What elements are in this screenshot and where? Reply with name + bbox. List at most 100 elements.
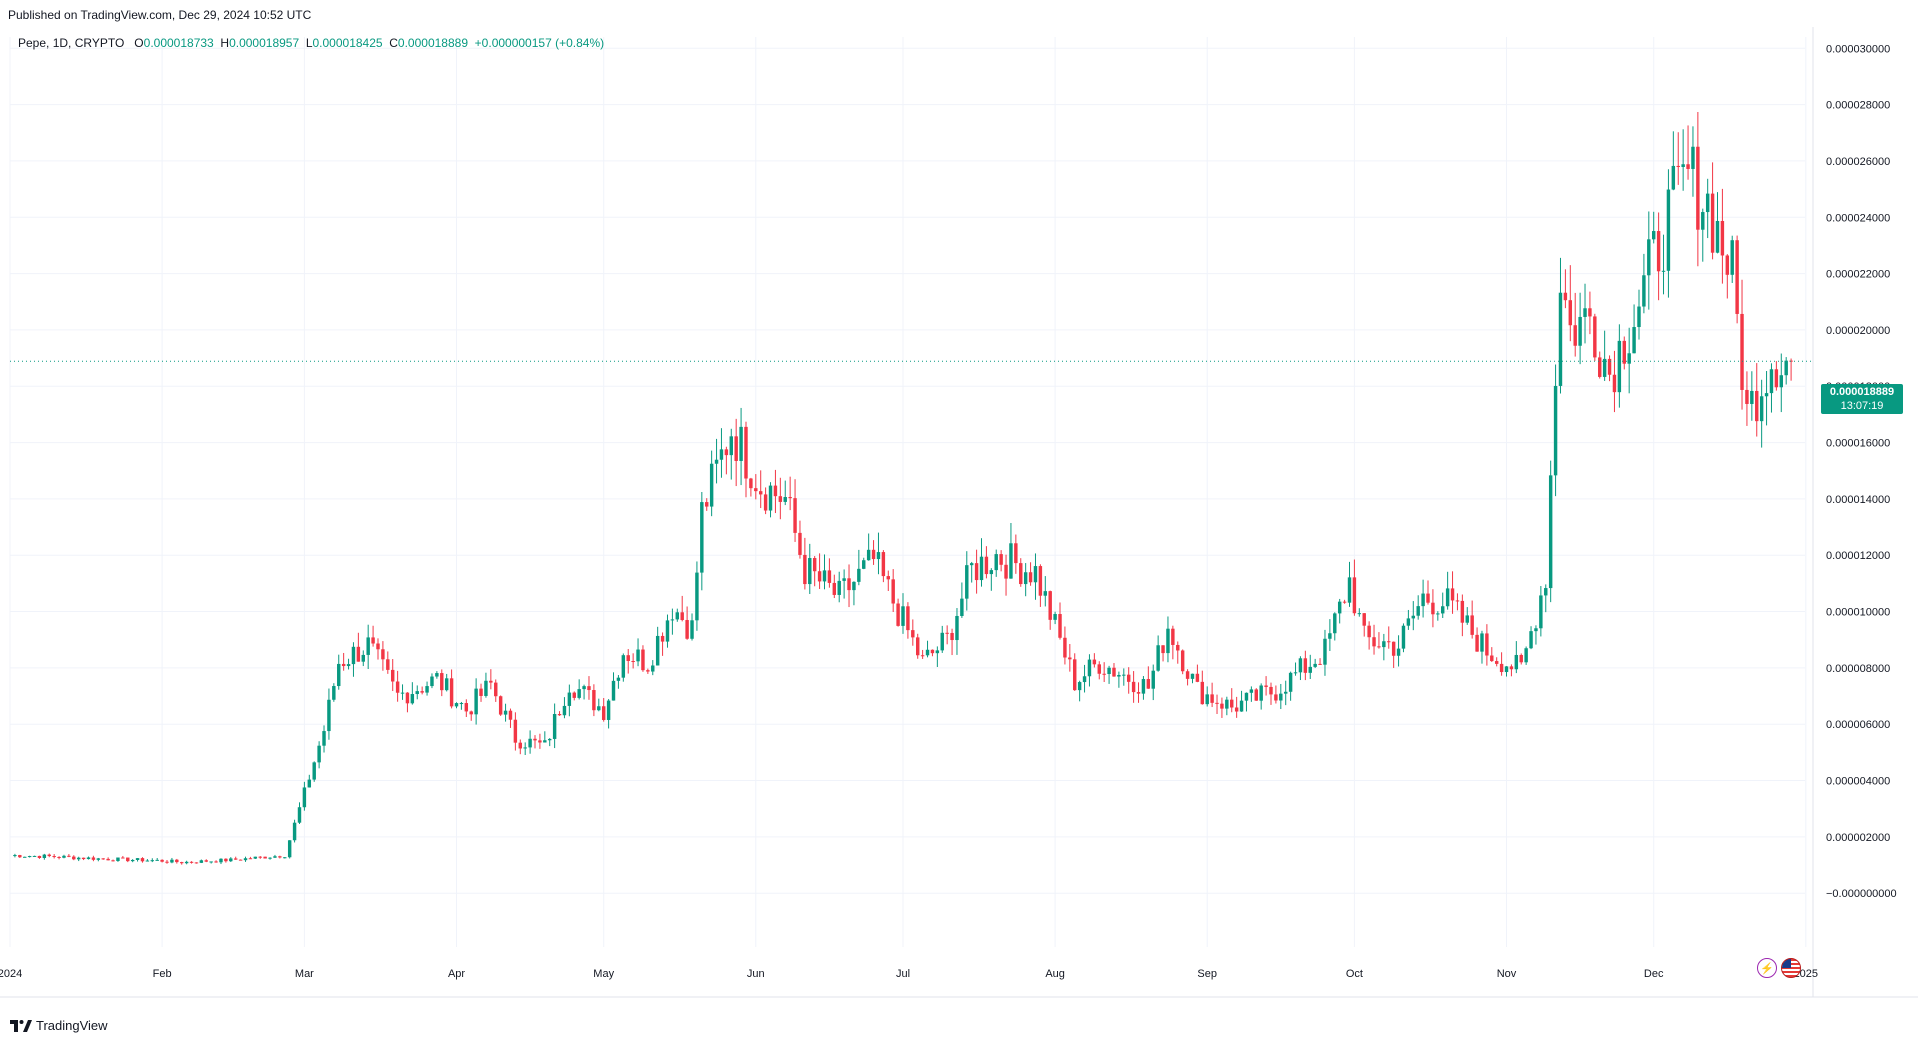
x-tick-label: May — [593, 968, 614, 980]
candle-body — [724, 449, 729, 456]
chart-area[interactable]: 0.000030000 0.000028000 0.000026000 0.00002… — [0, 27, 1918, 1017]
candle-body — [1499, 663, 1504, 673]
candle-body — [184, 861, 189, 864]
tradingview-brand[interactable]: TradingView — [10, 1018, 108, 1033]
candle-body — [1298, 658, 1303, 673]
candle-body — [1279, 693, 1283, 701]
candle-body — [1647, 239, 1651, 276]
candle-body — [420, 691, 424, 693]
candle-body — [1671, 165, 1676, 190]
candle-body — [1097, 664, 1101, 674]
candle-body — [1190, 673, 1195, 679]
candle-body — [729, 436, 733, 456]
last-price-value: 0.000018889 — [1829, 386, 1895, 398]
candle-body — [1063, 637, 1067, 658]
candle-body — [695, 572, 699, 621]
candle-body — [209, 861, 213, 863]
candle-body — [1769, 369, 1774, 394]
high-value: 0.000018957 — [229, 36, 300, 50]
low-value: 0.000018425 — [312, 36, 383, 50]
candle-body — [1445, 588, 1450, 607]
candle-body — [719, 449, 724, 460]
candle-body — [832, 582, 837, 595]
candle-body — [812, 558, 817, 572]
candle-body — [1239, 700, 1244, 712]
candle-body — [950, 632, 954, 641]
candle-body — [1509, 666, 1514, 670]
candle-body — [1617, 340, 1622, 393]
candle-body — [381, 649, 385, 660]
y-tick-label: −0.000000000 — [1826, 888, 1897, 900]
candle-body — [930, 649, 935, 654]
candle-body — [194, 862, 199, 864]
candle-body — [224, 858, 228, 862]
candlestick-chart[interactable]: 0.000030000 0.000028000 0.000026000 0.00002… — [0, 27, 1918, 1017]
candle-body — [871, 549, 876, 560]
y-tick-label: 0.000006000 — [1826, 719, 1890, 731]
candle-body — [734, 436, 738, 461]
x-tick-label: Jun — [747, 968, 765, 980]
candle-body — [229, 858, 233, 862]
candle-body — [960, 598, 964, 616]
candle-body — [528, 738, 532, 748]
candle-body — [1681, 164, 1685, 167]
candle-body — [121, 857, 125, 859]
candle-body — [1180, 650, 1185, 672]
candle-body — [155, 859, 159, 861]
candle-body — [307, 779, 312, 788]
candle-body — [1612, 374, 1617, 393]
x-tick-label: Aug — [1045, 968, 1065, 980]
candle-body — [1720, 220, 1725, 256]
candle-body — [1293, 672, 1298, 674]
candle-body — [557, 713, 562, 716]
us-flag-icon[interactable] — [1781, 958, 1801, 978]
candle-body — [410, 694, 415, 704]
candle-body — [651, 665, 655, 672]
symbol-label[interactable]: Pepe, 1D, CRYPTO — [18, 36, 125, 50]
y-tick-label: 0.000012000 — [1826, 550, 1890, 562]
candle-body — [130, 859, 135, 862]
candle-body — [606, 700, 611, 720]
candle-body — [430, 676, 434, 687]
candle-body — [204, 860, 208, 862]
flash-icon[interactable]: ⚡ — [1757, 958, 1777, 978]
candle-body — [1200, 681, 1205, 705]
candle-body — [1416, 606, 1420, 616]
candle-body — [979, 556, 984, 581]
candle-body — [969, 563, 974, 566]
candle-body — [1274, 694, 1278, 701]
candle-body — [1686, 164, 1690, 169]
candle-body — [1529, 631, 1533, 649]
candle-body — [1583, 308, 1587, 317]
candle-body — [655, 635, 660, 666]
candle-body — [1539, 595, 1543, 629]
candle-body — [498, 696, 503, 715]
candle-body — [999, 554, 1003, 565]
candle-body — [366, 637, 370, 655]
candle-body — [1043, 591, 1048, 596]
candle-body — [582, 686, 586, 690]
candle-body — [1558, 292, 1563, 386]
candle-body — [1033, 566, 1038, 583]
candle-body — [1028, 572, 1033, 583]
candle-body — [1058, 614, 1062, 638]
candle-body — [955, 615, 959, 641]
candle-body — [847, 578, 851, 591]
candle-body — [484, 680, 488, 696]
candle-body — [1701, 212, 1705, 230]
candle-body — [1490, 655, 1494, 662]
candle-body — [1598, 357, 1602, 377]
candle-body — [1210, 694, 1214, 703]
candle-body — [1102, 673, 1106, 675]
candle-body — [1254, 689, 1258, 701]
candle-body — [533, 738, 537, 741]
ohlc-legend: Pepe, 1D, CRYPTO O0.000018733 H0.0000189… — [18, 36, 604, 50]
candle-body — [126, 857, 130, 862]
candle-body — [1426, 593, 1430, 603]
candle-body — [1735, 240, 1739, 314]
candle-body — [1548, 475, 1553, 589]
x-tick-label: Apr — [448, 968, 465, 980]
candle-body — [1774, 369, 1779, 388]
candle-body — [1455, 600, 1460, 602]
candle-body — [292, 822, 297, 841]
